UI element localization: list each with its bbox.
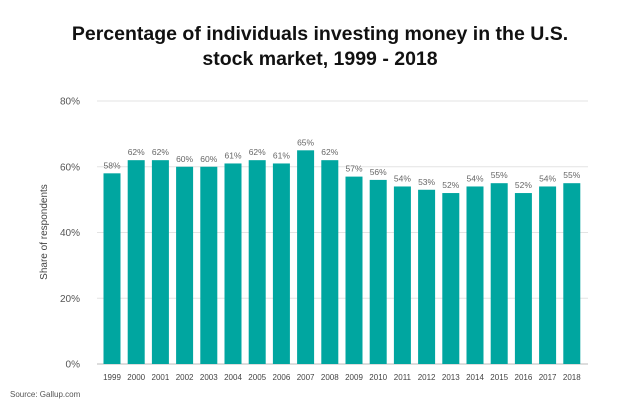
bar-2005: [248, 160, 266, 364]
x-tick-label: 2012: [418, 373, 436, 382]
gridlines: [97, 100, 588, 365]
data-label: 55%: [491, 170, 508, 180]
bar-2013: [442, 193, 460, 364]
x-tick-label: 2014: [466, 373, 484, 382]
bar-2003: [200, 166, 218, 364]
bar-2018: [563, 183, 581, 364]
chart-title-line-1: Percentage of individuals investing mone…: [71, 23, 569, 45]
y-axis-ticks: 0% 20% 40% 60% 80%: [60, 97, 80, 371]
chart-title: Percentage of individuals investing mone…: [0, 22, 640, 72]
y-tick-label: 0%: [66, 360, 81, 371]
x-tick-label: 2018: [563, 373, 581, 382]
bar-2012: [418, 189, 436, 364]
y-tick-label: 20%: [60, 294, 80, 305]
bar-1999: [103, 173, 121, 364]
bar-2007: [297, 150, 315, 364]
data-label: 58%: [103, 160, 120, 170]
bar-2002: [176, 166, 194, 364]
y-axis-label: Share of respondents: [39, 184, 50, 280]
y-tick-label: 40%: [60, 228, 80, 239]
data-label: 57%: [345, 164, 362, 174]
data-label: 53%: [418, 177, 435, 187]
x-tick-label: 2003: [200, 373, 218, 382]
y-tick-label: 60%: [60, 162, 80, 173]
x-tick-label: 2009: [345, 373, 363, 382]
bar-2008: [321, 160, 339, 364]
data-label: 62%: [152, 147, 169, 157]
x-tick-label: 2017: [539, 373, 557, 382]
x-tick-label: 2015: [490, 373, 508, 382]
bar-2010: [369, 179, 387, 364]
bar-2006: [272, 163, 290, 364]
y-tick-label: 80%: [60, 97, 80, 108]
bar-2011: [393, 186, 411, 364]
x-tick-label: 2005: [248, 373, 266, 382]
x-tick-label: 2000: [127, 373, 145, 382]
data-label: 62%: [321, 147, 338, 157]
bar-2001: [151, 160, 169, 364]
bar-2009: [345, 176, 363, 364]
data-label: 54%: [394, 173, 411, 183]
data-label: 61%: [273, 150, 290, 160]
bar-2017: [539, 186, 557, 364]
x-axis-ticks: 1999 2000 2001 2002 2003 2004 2005 2006 2007 2008…: [103, 373, 581, 382]
x-tick-label: 2002: [176, 373, 194, 382]
x-tick-label: 2004: [224, 373, 242, 382]
data-labels: 58% 62% 62% 60% 60% 61% 62% 61% 65% 62% 57% 56% 54% 5…: [103, 137, 580, 190]
x-tick-label: 2016: [515, 373, 533, 382]
data-label: 60%: [200, 154, 217, 164]
data-label: 65%: [297, 137, 314, 147]
x-tick-label: 2007: [297, 373, 315, 382]
data-label: 54%: [539, 173, 556, 183]
data-label: 52%: [515, 180, 532, 190]
bar-2015: [490, 183, 508, 364]
bar-2014: [466, 186, 484, 364]
x-tick-label: 2010: [369, 373, 387, 382]
data-label: 55%: [563, 170, 580, 180]
bar-2000: [127, 160, 145, 364]
source-note: Source: Gallup.com: [10, 390, 81, 399]
x-tick-label: 2008: [321, 373, 339, 382]
data-label: 56%: [370, 167, 387, 177]
data-label: 62%: [128, 147, 145, 157]
x-tick-label: 1999: [103, 373, 121, 382]
x-tick-label: 2006: [273, 373, 291, 382]
data-label: 52%: [442, 180, 459, 190]
bars: [103, 150, 581, 364]
data-label: 60%: [176, 154, 193, 164]
x-tick-label: 2011: [394, 373, 412, 382]
bar-2016: [514, 193, 532, 364]
x-tick-label: 2013: [442, 373, 460, 382]
x-tick-label: 2001: [152, 373, 170, 382]
data-label: 62%: [249, 147, 266, 157]
chart-title-line-2: stock market, 1999 - 2018: [202, 48, 438, 70]
data-label: 54%: [466, 173, 483, 183]
bar-2004: [224, 163, 242, 364]
data-label: 61%: [224, 150, 241, 160]
